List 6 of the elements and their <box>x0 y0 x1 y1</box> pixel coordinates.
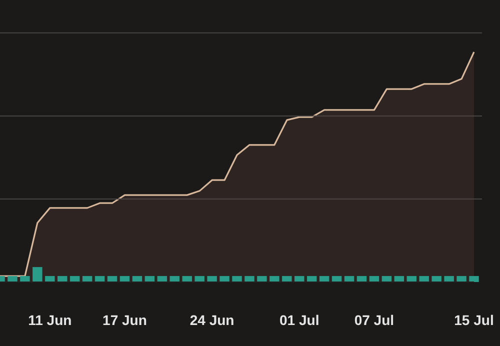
x-tick-label: 07 Jul <box>354 312 394 328</box>
x-tick-label: 15 Jul <box>454 312 494 328</box>
x-tick-label: 24 Jun <box>190 312 234 328</box>
x-tick-label: 17 Jun <box>102 312 147 328</box>
x-tick-label: 11 Jun <box>28 312 72 328</box>
x-tick-label: 01 Jul <box>280 312 320 328</box>
